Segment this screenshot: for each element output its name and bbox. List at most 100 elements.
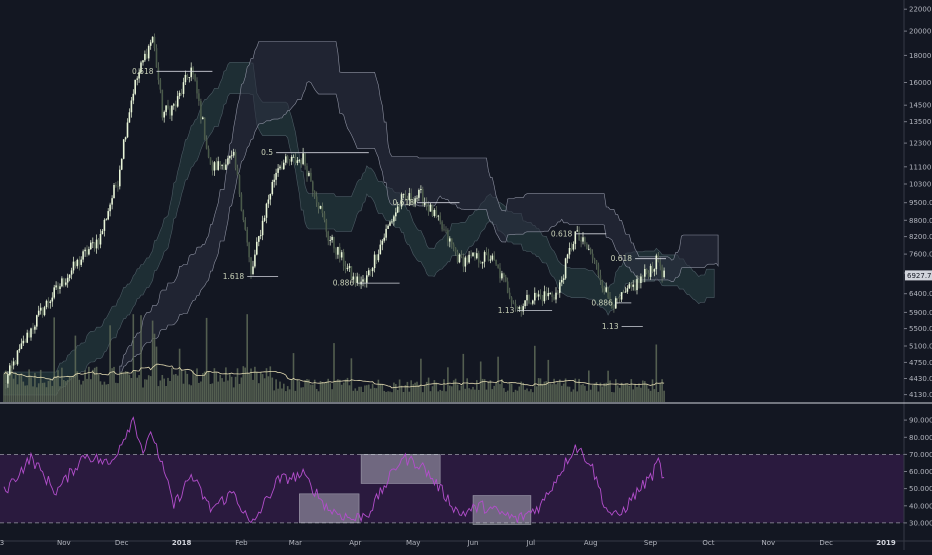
candle-body (306, 165, 308, 176)
volume-bar (387, 391, 389, 402)
volume-bar (431, 386, 434, 402)
candle-body (483, 252, 486, 262)
price-tick-label: 9500.0 (909, 199, 932, 207)
price-tick-label: 6400.0 (909, 290, 932, 298)
volume-bar (151, 320, 154, 402)
candle-body (213, 162, 216, 171)
price-tick-label: 22000.0 (909, 6, 932, 14)
candle-body (165, 105, 167, 112)
volume-bar (142, 387, 144, 402)
rsi-tick-label: 30.0000 (909, 519, 932, 527)
candle-body (325, 220, 328, 232)
volume-bar (256, 372, 258, 402)
candle-body (520, 307, 522, 312)
volume-bar (18, 374, 21, 402)
volume-bar (649, 390, 652, 402)
candle-body (645, 269, 648, 273)
volume-bar (574, 378, 577, 402)
volume-bar (242, 366, 245, 402)
candle-body (524, 300, 526, 307)
volume-bar (422, 392, 424, 402)
rsi-tick-label: 40.0000 (909, 502, 932, 510)
fib-levels[interactable]: 0.618 0.5 1.618 0.618 0.886 0.618 1.13 0.618 0.8… (132, 67, 666, 331)
volume-bar (146, 379, 148, 402)
volume-bar (95, 366, 98, 402)
candle-body (366, 275, 368, 283)
volume-bar (485, 389, 488, 402)
time-tick-label: Apr (349, 539, 361, 547)
time-scale[interactable]: 3 Nov Dec 2018 Feb Mar Apr May Jun Jul Aug Sep Oct No… (0, 539, 932, 547)
candle-body (175, 104, 177, 107)
candle-body (582, 237, 584, 242)
candle-body (24, 340, 26, 343)
candle-body (651, 265, 654, 272)
volume-bar (377, 379, 380, 402)
volume-bar (626, 383, 629, 402)
volume-bar (41, 382, 44, 402)
volume-bar (304, 380, 306, 402)
volume-bar (601, 386, 604, 402)
volume-bar (381, 384, 384, 402)
candle-body (437, 215, 439, 217)
volume-bar (45, 387, 48, 402)
volume-bar (76, 371, 79, 402)
candle-body (254, 254, 256, 267)
candle-body (78, 259, 81, 265)
volume-bar (400, 385, 403, 402)
candle-body (312, 181, 314, 192)
volume-bar (541, 383, 544, 402)
candles[interactable] (5, 33, 665, 389)
price-tick-label: 7600.0 (909, 251, 932, 259)
volume-bar (47, 380, 50, 402)
fib-label: 0.886 (591, 298, 613, 307)
candle-body (140, 62, 142, 73)
volume-bar (344, 379, 347, 402)
volume-bar (230, 376, 233, 402)
candle-body (200, 101, 202, 120)
candle-body (109, 204, 111, 212)
candle-body (101, 230, 104, 234)
candle-body (618, 298, 621, 300)
candle-body (286, 156, 289, 160)
volume-bar (505, 391, 507, 402)
volume-bar (192, 370, 194, 402)
candle-body (51, 297, 54, 302)
candle-body (41, 307, 44, 315)
candle-body (115, 185, 117, 187)
candle-body (561, 280, 563, 283)
rsi-scale[interactable]: 90.0000 80.0000 70.0000 60.0000 50.0000 40.00… (904, 417, 932, 528)
candle-body (182, 82, 185, 94)
volume-bar (84, 370, 86, 402)
candle-body (263, 217, 266, 221)
volume-bar (232, 387, 235, 402)
volume-bar (530, 389, 532, 402)
volume-bar (169, 381, 171, 402)
volume-bar (113, 366, 115, 402)
candle-body (566, 254, 569, 259)
volume-bar (429, 391, 432, 402)
candle-body (117, 186, 119, 187)
volume-bar (389, 391, 391, 402)
candle-body (196, 80, 198, 94)
candle-body (398, 206, 401, 208)
volume-bar (335, 380, 337, 402)
volume-bar (209, 384, 212, 402)
volume-bar (153, 333, 156, 402)
candle-body (354, 276, 357, 283)
volume-bar (609, 380, 611, 402)
volume-bar (190, 385, 192, 402)
candle-body (389, 222, 391, 226)
volume-bar (339, 379, 341, 402)
candle-body (119, 169, 121, 187)
volume-bar (130, 378, 133, 402)
candle-body (273, 179, 275, 182)
candle-body (342, 252, 345, 266)
rsi-series[interactable] (3, 416, 665, 524)
rsi-tick-label: 50.0000 (909, 485, 932, 493)
candle-body (622, 292, 625, 293)
volume-bar (479, 361, 482, 402)
candle-body (649, 265, 652, 277)
